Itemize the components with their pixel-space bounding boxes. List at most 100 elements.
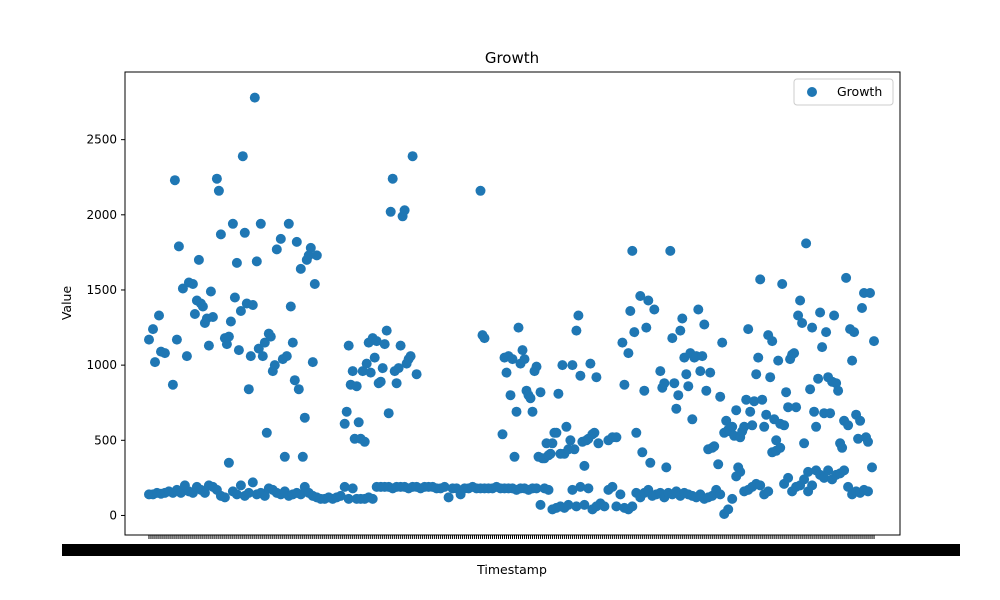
data-point — [627, 501, 638, 512]
data-point — [715, 489, 726, 500]
data-point — [387, 173, 398, 184]
data-point — [681, 369, 692, 380]
data-point — [367, 493, 378, 504]
data-point — [239, 227, 250, 238]
data-point — [289, 375, 300, 386]
data-point — [751, 369, 762, 380]
data-point — [731, 405, 742, 416]
data-point — [841, 272, 852, 283]
data-point — [361, 358, 372, 369]
data-point — [249, 92, 260, 103]
data-point — [829, 310, 840, 321]
data-point — [831, 378, 842, 389]
data-point — [565, 435, 576, 446]
data-point — [369, 352, 380, 363]
data-point — [567, 484, 578, 495]
data-point — [575, 481, 586, 492]
data-point — [865, 288, 875, 298]
data-point — [823, 465, 834, 476]
data-point — [281, 351, 292, 362]
data-point — [519, 354, 530, 365]
data-point — [807, 480, 818, 491]
data-point — [219, 492, 230, 503]
data-point — [669, 378, 680, 389]
y-tick-label: 2000 — [86, 208, 117, 222]
data-point — [341, 406, 352, 417]
data-point — [571, 501, 582, 512]
y-axis-ticks: 0 500 1000 1500 2000 2500 — [86, 133, 125, 522]
x-axis-label: Timestamp — [476, 562, 547, 577]
data-point — [615, 489, 626, 500]
data-point — [825, 408, 836, 419]
data-point — [295, 263, 306, 274]
data-point — [717, 337, 728, 348]
data-point — [793, 310, 804, 321]
data-point — [297, 451, 308, 462]
data-point — [311, 250, 322, 261]
data-point — [857, 303, 867, 313]
data-point — [641, 322, 652, 333]
data-point — [175, 487, 186, 498]
data-point — [683, 381, 694, 392]
data-point — [371, 336, 382, 347]
data-point — [627, 245, 638, 256]
data-point — [843, 481, 854, 492]
data-point — [553, 388, 564, 399]
data-point — [855, 415, 866, 426]
data-point — [561, 421, 572, 432]
data-point — [723, 504, 734, 515]
data-point — [205, 286, 216, 297]
legend-box — [793, 78, 894, 106]
data-point — [567, 360, 578, 371]
data-point — [739, 421, 750, 432]
data-point — [189, 309, 200, 319]
plot-frame — [124, 71, 901, 536]
data-point — [777, 279, 788, 289]
data-point — [245, 351, 256, 362]
data-point — [309, 279, 320, 289]
data-point — [579, 499, 590, 510]
data-point — [833, 385, 844, 396]
data-point — [199, 487, 210, 498]
data-point — [159, 348, 170, 359]
data-point — [863, 486, 873, 497]
data-point — [791, 402, 802, 413]
data-point — [745, 406, 756, 417]
data-point — [479, 333, 490, 344]
data-point — [699, 319, 710, 330]
data-point — [443, 492, 454, 503]
data-point — [545, 448, 556, 459]
data-point — [353, 417, 364, 428]
data-point — [295, 489, 306, 500]
data-point — [803, 466, 814, 477]
data-point — [517, 345, 528, 356]
data-point — [795, 295, 806, 306]
data-point — [293, 384, 304, 395]
data-point — [727, 421, 738, 432]
data-point — [869, 336, 879, 347]
data-point — [383, 408, 394, 419]
data-point — [279, 451, 290, 462]
data-point — [801, 238, 812, 249]
data-point — [629, 327, 640, 338]
data-point — [144, 334, 154, 345]
data-point — [287, 337, 298, 348]
data-point — [148, 324, 158, 335]
data-point — [399, 205, 410, 216]
data-point — [233, 345, 244, 356]
data-point — [393, 363, 404, 374]
data-point — [637, 447, 648, 458]
data-point — [501, 367, 512, 378]
data-point — [291, 236, 302, 247]
data-point — [821, 327, 832, 338]
data-point — [727, 493, 738, 504]
data-point — [563, 499, 574, 510]
legend-label: Growth — [837, 84, 882, 99]
data-point — [251, 256, 262, 267]
data-point — [847, 355, 858, 366]
data-point — [749, 396, 760, 407]
data-point — [591, 372, 602, 383]
data-point — [575, 370, 586, 381]
data-point — [411, 369, 422, 380]
